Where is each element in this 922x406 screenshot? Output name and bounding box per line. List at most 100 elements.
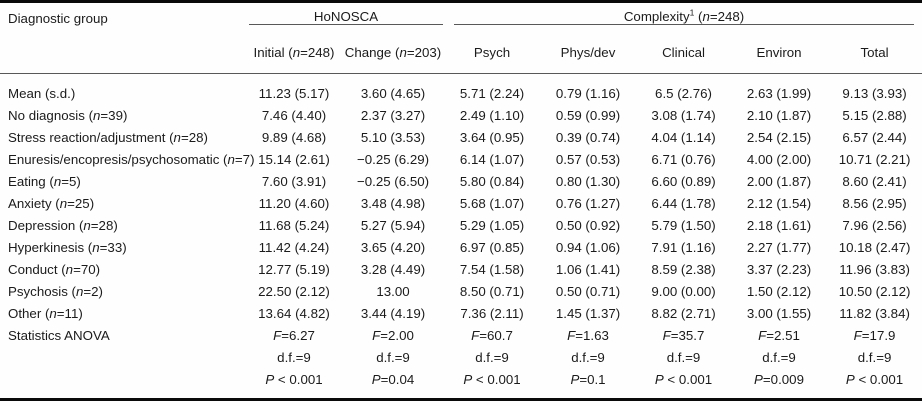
data-cell: −0.25 (6.29) — [356, 152, 430, 167]
data-cell: P=0.009 — [754, 372, 804, 387]
data-cell: 2.27 (1.77) — [746, 240, 812, 255]
data-cell: 13.64 (4.82) — [258, 306, 330, 321]
row-label: Mean (s.d.) — [8, 86, 76, 101]
data-cell: 8.59 (2.38) — [651, 262, 716, 277]
data-cell: 0.50 (0.71) — [555, 284, 621, 299]
table-header: Diagnostic group HoNOSCA Complexity1 (n=… — [0, 1, 922, 74]
table-row: Stress reaction/adjustment (n=28) 9.89 (4… — [0, 127, 922, 149]
data-cell: d.f.=9 — [475, 350, 509, 365]
data-cell: 7.96 (2.56) — [842, 218, 907, 233]
data-cell: 11.20 (4.60) — [258, 196, 330, 211]
data-cell: 1.50 (2.12) — [746, 284, 812, 299]
row-label: Statistics ANOVA — [8, 328, 110, 343]
row-label: Hyperkinesis (n=33) — [8, 240, 127, 255]
data-cell: −0.25 (6.50) — [356, 174, 430, 189]
data-cell: 15.14 (2.61) — [258, 152, 330, 167]
data-cell: 3.37 (2.23) — [746, 262, 812, 277]
table-row: Hyperkinesis (n=33) 11.42 (4.24) 3.65 (4.2… — [0, 237, 922, 259]
table-row: Statistics ANOVA F=6.27 F=2.00 F=60.7 F=1.63… — [0, 325, 922, 347]
column-header-clinical: Clinical — [636, 31, 732, 74]
data-cell: 3.08 (1.74) — [651, 108, 716, 123]
data-cell: 0.76 (1.27) — [555, 196, 621, 211]
data-cell: 9.00 (0.00) — [651, 284, 716, 299]
row-label: Psychosis (n=2) — [8, 284, 103, 299]
column-header-change: Change (n=203) — [342, 31, 445, 74]
data-cell: 4.00 (2.00) — [746, 152, 812, 167]
data-cell: 5.68 (1.07) — [459, 196, 525, 211]
data-cell: 10.71 (2.21) — [838, 152, 911, 167]
data-cell: 5.10 (3.53) — [360, 130, 426, 145]
data-cell: d.f.=9 — [857, 350, 892, 365]
data-cell: d.f.=9 — [376, 350, 410, 365]
data-cell: 5.15 (2.88) — [842, 108, 907, 123]
row-label: Depression (n=28) — [8, 218, 118, 233]
data-cell: 5.80 (0.84) — [459, 174, 525, 189]
data-cell: 11.96 (3.83) — [839, 262, 910, 277]
data-cell: 5.71 (2.24) — [459, 86, 525, 101]
data-cell: 2.12 (1.54) — [746, 196, 812, 211]
row-label: Enuresis/encopresis/psychosomatic (n=7) — [8, 152, 255, 167]
data-cell: 7.91 (1.16) — [651, 240, 716, 255]
data-cell: 2.00 (1.87) — [746, 174, 812, 189]
data-cell: 2.37 (3.27) — [360, 108, 426, 123]
data-cell: d.f.=9 — [666, 350, 701, 365]
data-cell: 6.14 (1.07) — [459, 152, 525, 167]
data-cell: 0.80 (1.30) — [555, 174, 621, 189]
data-cell: d.f.=9 — [571, 350, 605, 365]
column-header-psych: Psych — [444, 31, 541, 74]
data-cell: 1.45 (1.37) — [555, 306, 621, 321]
data-cell: 0.79 (1.16) — [555, 86, 621, 101]
data-cell: 6.5 (2.76) — [655, 86, 712, 101]
table-row: P < 0.001 P=0.04 P < 0.001 P=0.1 P < 0.001 P=… — [0, 369, 922, 400]
group-header-honosca: HoNOSCA — [246, 2, 444, 32]
data-cell: P < 0.001 — [654, 372, 713, 387]
data-cell: F=2.51 — [758, 328, 800, 343]
row-label: Stress reaction/adjustment (n=28) — [8, 130, 208, 145]
complexity-group-rule: Complexity1 (n=248) — [454, 7, 915, 26]
data-cell: 12.77 (5.19) — [258, 262, 330, 277]
honosca-group-rule: HoNOSCA — [249, 9, 444, 26]
data-cell: F=35.7 — [662, 328, 705, 343]
data-cell: 3.60 (4.65) — [360, 86, 426, 101]
data-cell: 2.18 (1.61) — [746, 218, 812, 233]
table-row: Other (n=11) 13.64 (4.82) 3.44 (4.19) 7.36 … — [0, 303, 922, 325]
data-cell: 7.36 (2.11) — [460, 306, 524, 321]
table-row: Anxiety (n=25) 11.20 (4.60) 3.48 (4.98) 5.6… — [0, 193, 922, 215]
column-header-initial: Initial (n=248) — [246, 31, 342, 74]
table-row: No diagnosis (n=39) 7.46 (4.40) 2.37 (3.27… — [0, 105, 922, 127]
data-cell: 22.50 (2.12) — [258, 284, 330, 299]
data-cell: 0.50 (0.92) — [555, 218, 621, 233]
complexity-group-label: Complexity1 (n=248) — [623, 7, 745, 25]
table-row: Mean (s.d.) 11.23 (5.17) 3.60 (4.65) 5.71 (… — [0, 74, 922, 106]
table-row: d.f.=9 d.f.=9 d.f.=9 d.f.=9 d.f.=9 d.f.=9 d.f.… — [0, 347, 922, 369]
data-cell: 8.82 (2.71) — [651, 306, 716, 321]
data-cell: 6.60 (0.89) — [651, 174, 716, 189]
data-cell: 11.82 (3.84) — [839, 306, 910, 321]
data-cell: 8.56 (2.95) — [842, 196, 907, 211]
data-cell: 3.44 (4.19) — [360, 306, 426, 321]
group-header-complexity: Complexity1 (n=248) — [444, 2, 922, 32]
data-cell: 9.13 (3.93) — [842, 86, 907, 101]
table-row: Depression (n=28) 11.68 (5.24) 5.27 (5.94)… — [0, 215, 922, 237]
row-label: No diagnosis (n=39) — [8, 108, 128, 123]
data-cell: 2.10 (1.87) — [746, 108, 812, 123]
data-cell: F=2.00 — [372, 328, 414, 343]
data-cell: 3.00 (1.55) — [746, 306, 812, 321]
data-cell: 5.27 (5.94) — [360, 218, 426, 233]
data-cell: P < 0.001 — [845, 372, 904, 387]
data-cell: 2.49 (1.10) — [459, 108, 525, 123]
data-cell: 0.39 (0.74) — [555, 130, 621, 145]
data-cell: F=17.9 — [853, 328, 896, 343]
data-cell: 10.18 (2.47) — [838, 240, 911, 255]
row-label — [0, 369, 246, 400]
column-header-diagnostic-group: Diagnostic group — [0, 1, 246, 74]
data-cell: P=0.04 — [371, 372, 415, 387]
data-cell: 3.48 (4.98) — [360, 196, 426, 211]
data-cell: 11.42 (4.24) — [258, 240, 330, 255]
data-cell: F=6.27 — [273, 328, 315, 343]
data-cell: 10.50 (2.12) — [838, 284, 911, 299]
data-cell: 9.89 (4.68) — [261, 130, 327, 145]
data-cell: 7.60 (3.91) — [261, 174, 327, 189]
